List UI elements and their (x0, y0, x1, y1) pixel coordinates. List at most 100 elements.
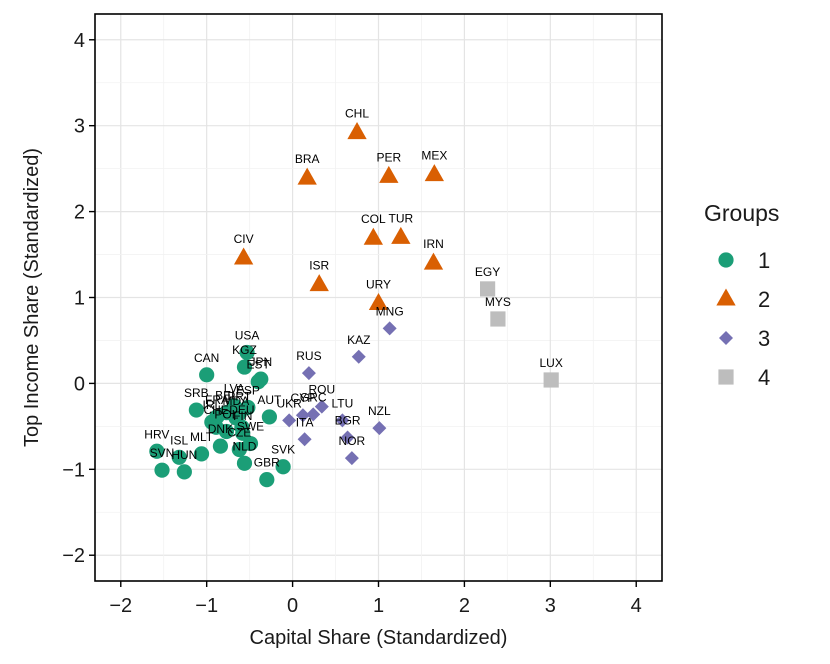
label-lva: LVA (224, 382, 245, 396)
label-hun: HUN (171, 448, 197, 462)
point-mng (382, 321, 397, 336)
legend-label-3: 3 (758, 326, 770, 351)
label-egy: EGY (475, 265, 500, 279)
label-fin: FIN (233, 409, 252, 423)
label-col: COL (361, 212, 386, 226)
label-kgz: KGZ (232, 343, 257, 357)
point-labels: CHL BRA PER MEX COL TUR CIV IRN ISR URY EGY MYS LUX M… (144, 107, 563, 470)
point-isl (171, 449, 187, 465)
label-ukr: UKR (276, 396, 302, 410)
point-grc (306, 407, 321, 422)
label-est: EST (247, 358, 271, 372)
label-gbr: GBR (254, 456, 280, 470)
point-ita (297, 432, 312, 447)
label-prt: PRT (227, 389, 251, 403)
y-tick-label: −1 (62, 459, 85, 481)
point-bgr (340, 430, 355, 445)
point-dnk (212, 438, 229, 454)
point-ukr (282, 413, 297, 428)
point-est (250, 374, 266, 390)
label-swe: SWE (237, 420, 264, 434)
legend-key-2 (716, 288, 736, 306)
point-svn (154, 462, 170, 478)
legend-label-1: 1 (758, 248, 770, 273)
legend-label-2: 2 (758, 287, 770, 312)
label-chl: CHL (345, 107, 369, 121)
point-kgz (236, 359, 253, 375)
label-mys: MYS (485, 295, 511, 309)
label-deu: DEU (229, 403, 254, 417)
label-nzl: NZL (368, 404, 391, 418)
label-grc: GRC (300, 390, 327, 404)
point-nld (236, 455, 253, 471)
point-col (363, 227, 384, 245)
y-tick-label: 4 (74, 30, 85, 52)
label-hrv: HRV (144, 427, 169, 441)
point-hrv (149, 443, 165, 459)
point-rus (301, 366, 316, 381)
point-hun (176, 464, 192, 480)
point-mlt (193, 446, 210, 462)
label-cyp: CYP (291, 391, 316, 405)
x-axis-title: Capital Share (Standardized) (250, 627, 508, 649)
point-cyp (295, 408, 310, 423)
point-chl (347, 122, 367, 140)
point-cze (231, 441, 247, 458)
point-gbr (259, 472, 275, 488)
legend-label-4: 4 (758, 365, 770, 390)
label-ita: ITA (296, 415, 314, 429)
label-rus: RUS (296, 349, 321, 363)
label-mng: MNG (376, 304, 404, 318)
label-svn: SVN (150, 446, 175, 460)
point-aut (261, 409, 277, 425)
x-tick-label: 2 (459, 595, 470, 617)
point-ury (368, 293, 389, 311)
legend-key-3 (719, 331, 733, 345)
point-mex (424, 164, 445, 182)
point-bra (297, 167, 317, 185)
x-tick-label: 4 (631, 595, 642, 617)
x-tick-label: 0 (287, 595, 298, 617)
point-tur (391, 226, 411, 244)
y-tick-label: 2 (74, 202, 85, 224)
y-tick-label: 1 (74, 288, 85, 310)
point-per (379, 165, 399, 183)
legend: Groups 1 2 3 4 (704, 200, 779, 390)
label-bgr: BGR (335, 414, 361, 428)
label-lux: LUX (540, 356, 563, 370)
label-irl: IRL (202, 398, 221, 412)
point-pol (218, 423, 235, 440)
label-mda: MDA (223, 394, 250, 408)
data-points (149, 122, 559, 488)
label-bra: BRA (295, 152, 320, 166)
point-kaz (351, 349, 366, 364)
point-egy (480, 281, 496, 297)
point-usa (239, 344, 255, 361)
legend-key-1 (718, 252, 734, 268)
label-aut: AUT (257, 393, 282, 407)
label-mex: MEX (421, 149, 447, 163)
label-pol: POL (214, 408, 238, 422)
label-fra: FRA (205, 393, 229, 407)
label-nld: NLD (232, 439, 256, 453)
legend-key-4 (718, 369, 734, 385)
x-tick-label: 1 (373, 595, 384, 617)
label-per: PER (376, 150, 401, 164)
point-srb (188, 402, 204, 418)
point-civ (233, 247, 254, 265)
label-irn: IRN (423, 237, 444, 251)
point-nor (344, 451, 359, 466)
point-nzl (372, 421, 387, 436)
point-mys (490, 311, 506, 327)
label-dnk: DNK (208, 422, 233, 436)
label-svk: SVK (271, 443, 295, 457)
label-kaz: KAZ (347, 333, 370, 347)
label-isl: ISL (170, 433, 188, 447)
label-usa: USA (235, 328, 260, 342)
y-tick-label: 0 (74, 373, 85, 395)
label-srb: SRB (184, 386, 209, 400)
label-bel: BEL (215, 389, 238, 403)
point-rou (314, 399, 329, 414)
label-rou: ROU (308, 383, 335, 397)
